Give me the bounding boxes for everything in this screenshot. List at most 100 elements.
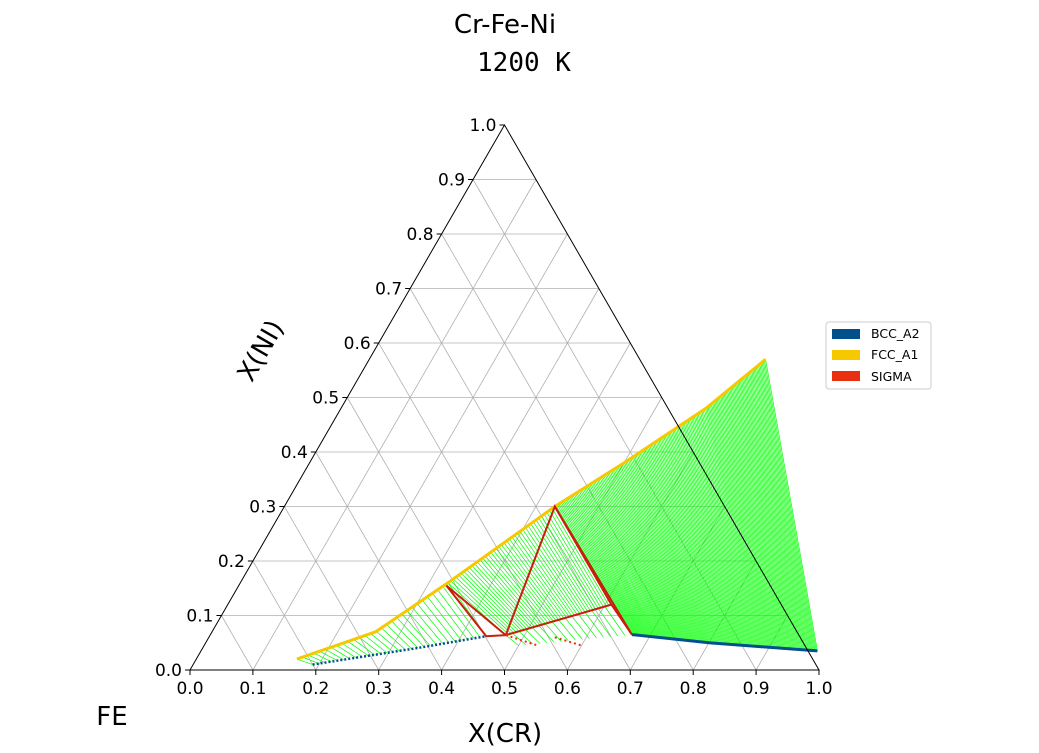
tie-line-fcc-bcc-high: [723, 393, 779, 649]
x-axis-label: X(CR): [468, 719, 542, 749]
x-tick-label: 0.5: [491, 679, 518, 699]
tie-line-fcc-bcc-high: [659, 438, 721, 644]
chart-title: Cr-Fe-Ni: [454, 10, 556, 40]
tie-line-fcc-bcc-high: [576, 492, 651, 637]
tie-line-fcc-bcc-high: [750, 371, 804, 650]
tie-line-fcc-bcc-high: [611, 470, 680, 640]
tie-line-fcc-bcc-high: [654, 442, 717, 644]
tie-line-fcc-bcc: [342, 643, 363, 658]
tie-lines: [296, 359, 818, 665]
tie-line-fcc-bcc-high: [641, 450, 706, 643]
tie-line-fcc-bcc-high: [562, 501, 639, 636]
tie-line-fcc-bcc-high: [590, 483, 663, 638]
tie-line-fcc-bcc-high: [688, 419, 747, 646]
tie-line-fcc-bcc-high: [747, 373, 802, 650]
tie-line-fcc-bcc-high: [559, 503, 637, 636]
tie-line-fcc-bcc-high: [726, 391, 781, 649]
y-tick-label: 0.6: [344, 334, 371, 354]
tie-line-fcc-bcc-high: [742, 378, 796, 650]
tie-line-fcc-bcc-high: [731, 386, 786, 649]
tie-line-fcc-bcc-high: [585, 486, 659, 638]
tie-line-fcc-bcc-high: [696, 414, 753, 647]
tie-line-fcc-bcc: [359, 637, 381, 655]
tie-line-fcc-bcc-high: [679, 425, 739, 646]
tie-line-fcc-bcc-high: [573, 494, 649, 637]
tie-line-sigma-bcc: [505, 634, 519, 646]
phase-boundaries: [296, 358, 818, 666]
tie-line-fcc-bcc-high: [657, 440, 719, 644]
tie-line-fcc-bcc-high: [744, 376, 798, 650]
tie-line-sigma-bcc: [545, 623, 562, 642]
tie-line-fcc-sigma: [450, 580, 509, 635]
tie-line-fcc-bcc: [296, 658, 313, 665]
tie-line-fcc-bcc-high: [685, 421, 743, 646]
tie-line-fcc-bcc-high: [638, 453, 703, 643]
tie-line-fcc-bcc-high: [709, 404, 765, 648]
corner-label-fe: FE: [96, 702, 127, 732]
tie-line-sigma-bcc: [512, 632, 526, 646]
tie-line-fcc-sigma: [509, 538, 567, 618]
tie-line-fcc-bcc-high: [717, 398, 773, 648]
tie-line-fcc-bcc-high: [629, 459, 695, 642]
tie-line-fcc-bcc-high: [572, 494, 648, 637]
tie-line-fcc-bcc-high: [660, 437, 723, 644]
tie-line-fcc-bcc-high: [645, 448, 709, 643]
tie-line-fcc-bcc: [422, 599, 456, 642]
tie-line-fcc-bcc-high: [649, 445, 713, 644]
tie-line-fcc-bcc-high: [673, 429, 734, 645]
tie-line-fcc-bcc-high: [648, 446, 711, 643]
tie-line-fcc-bcc-high: [716, 398, 772, 648]
tie-line-sigma-bcc: [525, 629, 541, 644]
tie-line-fcc-bcc-high: [714, 400, 770, 648]
sigma-boundary: [504, 504, 613, 637]
tie-line-sigma-bcc: [584, 612, 604, 638]
tie-line-fcc-bcc: [353, 639, 375, 656]
grid-line-fe: [378, 342, 568, 671]
tie-line-fcc-bcc-high: [669, 432, 730, 645]
tie-line-fcc-sigma: [541, 515, 599, 609]
tie-line-fcc-bcc-high: [758, 364, 812, 651]
tie-line-fcc-bcc-high: [664, 435, 726, 645]
y-tick-label: 0.7: [375, 280, 402, 300]
tie-line-fcc-bcc-high: [650, 444, 714, 644]
tie-line-sigma-bcc: [591, 610, 611, 637]
legend-swatch-sigma: [832, 371, 860, 381]
tie-line-fcc-sigma: [477, 561, 536, 627]
tie-line-fcc-bcc-high: [693, 416, 751, 646]
tie-line-fcc-bcc: [401, 613, 431, 647]
tie-line-fcc-bcc-high: [558, 503, 636, 636]
tie-line-fcc-bcc-high: [671, 431, 731, 645]
tie-line-fcc-sigma: [498, 546, 557, 621]
tie-line-fcc-bcc: [432, 592, 468, 640]
tie-line-fcc-bcc-high: [734, 384, 789, 649]
tie-line-fcc-bcc-high: [593, 481, 665, 639]
tie-line-fcc-bcc-high: [615, 468, 683, 641]
tie-line-fcc-bcc-high: [701, 410, 758, 647]
tie-line-fcc-bcc-high: [603, 475, 674, 640]
tie-line-fcc-bcc-high: [753, 368, 807, 651]
tie-line-fcc-bcc: [330, 647, 350, 660]
y-tick-label: 0.3: [249, 498, 276, 518]
tie-line-fcc-sigma: [535, 519, 594, 611]
tie-line-fcc-bcc-high: [628, 459, 694, 642]
grid-line-fe: [221, 615, 254, 671]
tie-line-fcc-bcc: [376, 631, 400, 652]
tie-line-fcc-bcc-high: [644, 448, 708, 643]
tie-line-fcc-bcc-high: [619, 465, 687, 641]
tie-line-fcc-bcc-high: [755, 366, 809, 651]
tie-line-fcc-bcc-high: [705, 408, 761, 647]
tie-line-fcc-bcc-high: [695, 415, 752, 647]
tie-line-fcc-bcc-high: [700, 411, 757, 647]
x-tick-label: 0.0: [176, 679, 203, 699]
tie-line-fcc-bcc-high: [668, 432, 729, 645]
tie-line-fcc-bcc-high: [746, 374, 801, 650]
tie-line-fcc-bcc: [406, 610, 437, 645]
y-tick-label: 0.9: [438, 171, 465, 191]
grid-line-fe: [284, 506, 380, 671]
tie-line-fcc-bcc: [313, 652, 332, 662]
tie-line-fcc-bcc-high: [666, 434, 727, 645]
tie-line-fcc-bcc-high: [639, 452, 704, 643]
tie-line-fcc-bcc-high: [757, 365, 811, 651]
sigma-boundary-dotted: [505, 634, 538, 647]
tie-line-fcc-bcc-high: [658, 439, 720, 644]
